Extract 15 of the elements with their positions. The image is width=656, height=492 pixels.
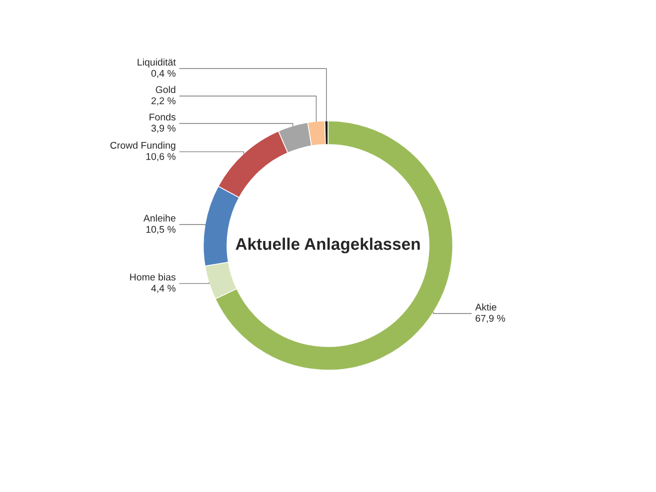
data-label: 3,9 % xyxy=(151,124,176,133)
slice-label: Liquidität xyxy=(138,58,176,68)
slice-label: Crowd Funding xyxy=(110,142,176,151)
slice-label: Gold xyxy=(156,86,176,94)
data-label: 2,2 % xyxy=(151,97,176,106)
data-label: 10,6 % xyxy=(146,153,176,162)
data-label: 10,5 % xyxy=(146,226,176,234)
slice-label: Aktie xyxy=(475,303,496,311)
slice-label: Home bias xyxy=(130,273,176,281)
text: Aktuelle Anlageklassen xyxy=(236,238,420,254)
slice-label: Anleihe xyxy=(143,214,176,222)
data-label: 4,4 % xyxy=(151,284,176,293)
data-label: 0,4 % xyxy=(151,70,176,78)
data-label: 67,9 % xyxy=(476,314,506,323)
slice-label: Fonds xyxy=(150,113,176,120)
